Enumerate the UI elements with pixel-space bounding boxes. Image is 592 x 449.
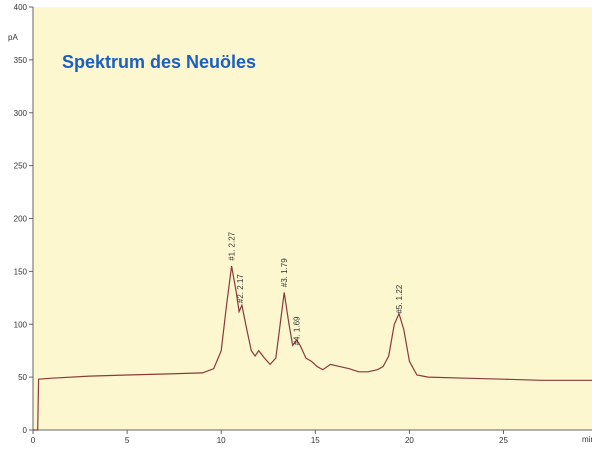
x-tick-label: 20 [405,436,414,445]
y-tick-label: 50 [18,373,27,382]
peak-label: #2. 2.17 [236,274,245,303]
peak-label: #5. 1.22 [395,284,404,313]
y-tick-label: 0 [23,426,28,435]
y-tick-label: 150 [14,267,28,276]
trace [33,265,592,431]
y-tick-label: 300 [14,109,28,118]
x-tick-label: 15 [311,436,320,445]
y-tick-label: 350 [14,56,28,65]
x-tick-label: 10 [217,436,226,445]
x-tick-label: 0 [31,436,36,445]
x-tick-label: 25 [499,436,508,445]
x-tick-label: 5 [125,436,130,445]
y-tick-label: 250 [14,162,28,171]
y-axis-label: pA [8,33,18,42]
y-tick-label: 200 [14,215,28,224]
y-tick-label: 400 [14,3,28,12]
peak-label: #1. 2.27 [228,231,237,260]
plot-background [33,7,592,430]
chart-title: Spektrum des Neuöles [62,52,256,72]
peak-label: #4. 1.69 [292,316,301,345]
peak-label: #3. 1.79 [280,258,289,287]
x-axis-label: min [582,435,592,444]
y-tick-label: 100 [14,320,28,329]
